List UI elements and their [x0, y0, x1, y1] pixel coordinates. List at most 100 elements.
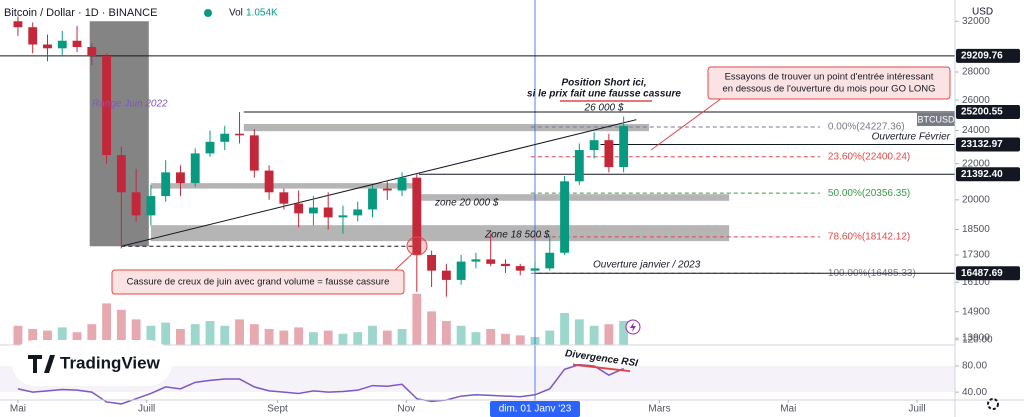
volume-bar — [574, 319, 584, 345]
volume-bar — [382, 330, 392, 345]
candle-body — [574, 150, 584, 182]
candle-body — [471, 259, 481, 262]
volume-bar — [161, 322, 171, 345]
candle-body — [264, 170, 274, 193]
candle-body — [486, 259, 496, 264]
y-tick-label: 17300 — [962, 250, 990, 261]
candle-body — [382, 188, 392, 191]
candle-body — [604, 140, 614, 168]
candle-body — [116, 155, 126, 193]
candle-body — [102, 56, 112, 156]
candle-body — [456, 261, 466, 280]
volume-bar — [43, 330, 52, 345]
volume-bar — [471, 332, 481, 345]
annotation: Zone 18 500 $ — [484, 230, 550, 241]
volume-bar — [323, 330, 333, 345]
volume-bar — [604, 324, 614, 345]
candle-body — [146, 196, 156, 216]
candle-body — [28, 27, 38, 45]
level-label: 25200.55 — [961, 107, 1003, 118]
volume-bar — [441, 321, 451, 345]
candle-body — [161, 172, 171, 197]
settings-icon[interactable] — [987, 398, 999, 410]
volume-bar — [102, 303, 112, 345]
x-tick-label: Juill — [138, 404, 155, 415]
candle-body — [235, 133, 244, 136]
volume-bar — [235, 319, 244, 345]
callout-box — [707, 66, 951, 100]
volume-bar — [131, 319, 141, 345]
candle-body — [353, 209, 363, 216]
volume-bar — [338, 333, 348, 345]
x-tick-label: Mai — [10, 404, 26, 415]
volume-bar — [279, 330, 289, 345]
candle-body — [13, 21, 23, 28]
volume-bar — [28, 329, 38, 345]
annotation: 26 000 $ — [584, 103, 624, 114]
volume-bar — [87, 324, 97, 345]
y-tick-label: 16100 — [962, 277, 990, 288]
candle-body — [57, 40, 67, 49]
volume-bar — [397, 329, 407, 345]
volume-bar — [190, 324, 200, 345]
volume-bar — [308, 332, 318, 345]
symbol-label: BTCUSD — [917, 114, 955, 124]
rsi-tick-label: 120.00 — [962, 334, 993, 345]
candle-body — [530, 268, 540, 271]
level-label: 23132.97 — [961, 139, 1003, 150]
y-tick-label: 13900 — [962, 333, 990, 344]
candle-body — [397, 177, 407, 191]
candle-body — [545, 252, 555, 269]
symbol-label-box — [917, 112, 955, 126]
candle-body — [560, 181, 569, 253]
annotation: Ouverture Février — [872, 132, 951, 143]
y-tick-label: 24000 — [962, 125, 990, 136]
y-tick-label: 22000 — [962, 158, 990, 169]
level-label: 29209.76 — [961, 51, 1003, 62]
y-tick-label: 26000 — [962, 95, 990, 106]
brand-box — [12, 340, 172, 386]
candle-body — [72, 40, 82, 48]
candle-body — [294, 203, 304, 214]
candle-body — [412, 177, 422, 255]
x-tick-label: Sept — [267, 404, 288, 415]
volume-bar — [116, 309, 126, 345]
brand-name: TradingView — [60, 353, 161, 372]
fib-label: 50.00%(20356.35) — [828, 188, 910, 199]
volume-bar — [57, 327, 67, 345]
divergence-line — [572, 363, 631, 373]
level-label-box — [956, 266, 1020, 281]
candle-body — [515, 266, 525, 271]
volume-bar — [353, 332, 363, 345]
candle-body — [338, 215, 348, 218]
volume-bar — [176, 329, 185, 345]
zone — [150, 183, 419, 189]
level-label: 21392.40 — [961, 169, 1003, 180]
callout-arrow — [394, 253, 413, 271]
y-tick-label: 28000 — [962, 67, 990, 78]
volume-bar — [619, 321, 629, 345]
rsi-tick-label: 40.00 — [962, 387, 987, 398]
volume-bar — [560, 313, 569, 345]
candle-body — [87, 47, 97, 57]
callout-text: Cassure de creux de juin avec grand volu… — [127, 277, 390, 288]
callout-arrow — [650, 97, 723, 151]
candle-body — [176, 172, 185, 184]
callout-text: en dessous de l'ouverture du mois pour G… — [722, 84, 935, 95]
rsi-line — [17, 363, 624, 405]
volume-bar — [72, 332, 82, 345]
x-tick-label: Nov — [397, 404, 415, 415]
zone — [418, 194, 730, 201]
volume-bar — [294, 327, 304, 345]
candle-body — [190, 153, 200, 184]
level-label-box — [956, 167, 1020, 182]
candle-body — [205, 141, 215, 154]
y-tick-label: 14900 — [962, 306, 990, 317]
zone — [243, 123, 649, 132]
crosshair-label-box — [490, 401, 581, 417]
fib-label: 78.60%(18142.12) — [828, 232, 910, 243]
x-tick-label: dim. 01 Janv '23 — [499, 404, 572, 415]
candle-body — [589, 140, 599, 151]
volume-bar — [368, 325, 377, 345]
